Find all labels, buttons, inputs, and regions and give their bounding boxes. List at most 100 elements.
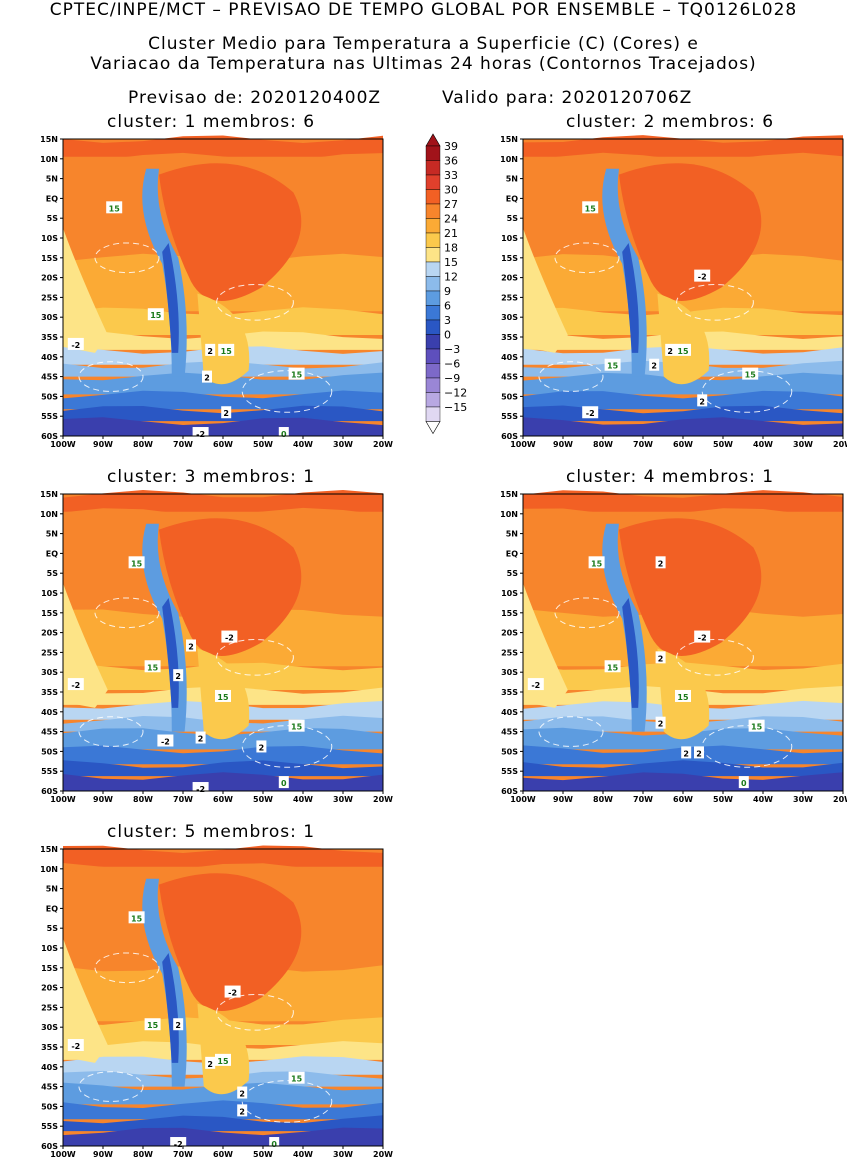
title-line-3: Variacao da Temperatura nas Ultimas 24 h… bbox=[90, 54, 757, 74]
lon-tick-label: 90W bbox=[93, 1150, 113, 1159]
colorbar-swatch bbox=[425, 377, 441, 393]
lat-tick-label: 35S bbox=[501, 688, 518, 697]
contour-label: 2 bbox=[223, 409, 229, 418]
contour-label: 15 bbox=[751, 723, 763, 732]
contour-label-bg bbox=[173, 1018, 184, 1031]
lat-tick-label: 40S bbox=[501, 708, 518, 717]
colorbar-swatch bbox=[425, 348, 441, 364]
lat-tick-label: 25S bbox=[501, 648, 518, 657]
panel-4-title: cluster: 4 membros: 1 bbox=[566, 467, 775, 487]
colorbar-swatch bbox=[425, 290, 441, 306]
contour-label: -2 bbox=[71, 1042, 80, 1051]
lat-tick-label: 25S bbox=[41, 1003, 58, 1012]
lon-tick-label: 20W bbox=[833, 795, 847, 804]
contour-label-bg bbox=[256, 740, 267, 753]
colorbar-label: 12 bbox=[444, 271, 458, 284]
colorbar-top-arrow bbox=[425, 133, 441, 147]
lon-tick-label: 70W bbox=[173, 795, 193, 804]
lat-tick-label: 10S bbox=[41, 589, 58, 598]
colorbar-swatch bbox=[425, 406, 441, 422]
contour-label-bg bbox=[604, 660, 621, 673]
contour-label: 2 bbox=[175, 672, 181, 681]
panel-3-title: cluster: 3 membros: 1 bbox=[107, 467, 316, 487]
colorbar-label: −6 bbox=[444, 358, 460, 371]
lon-tick-label: 100W bbox=[50, 1150, 76, 1159]
lon-tick-label: 40W bbox=[293, 440, 313, 449]
lat-tick-label: 30S bbox=[501, 668, 518, 677]
contour-label: 15 bbox=[221, 347, 233, 356]
colorbar-swatch bbox=[425, 203, 441, 219]
lon-tick-label: 80W bbox=[133, 440, 153, 449]
contour-label-bg bbox=[237, 1104, 248, 1117]
lat-tick-label: 50S bbox=[41, 1102, 58, 1111]
lat-tick-label: 15S bbox=[41, 964, 58, 973]
lon-tick-label: 70W bbox=[633, 795, 653, 804]
lon-tick-label: 20W bbox=[373, 795, 393, 804]
contour-label-bg bbox=[147, 308, 164, 321]
contour-label: 2 bbox=[696, 749, 702, 758]
lat-tick-label: 5S bbox=[507, 569, 519, 578]
contour-label: -2 bbox=[71, 681, 80, 690]
contour-label-bg bbox=[221, 406, 232, 419]
lat-tick-label: 60S bbox=[501, 432, 518, 441]
panel-5-title: cluster: 5 membros: 1 bbox=[107, 822, 316, 842]
lon-tick-label: 100W bbox=[510, 440, 536, 449]
lon-tick-label: 70W bbox=[173, 1150, 193, 1159]
contour-label-bg bbox=[186, 639, 196, 652]
contour-label-bg bbox=[655, 556, 666, 569]
lon-tick-label: 60W bbox=[213, 1150, 233, 1159]
lat-tick-label: 5S bbox=[507, 214, 519, 223]
lon-tick-label: 90W bbox=[93, 795, 113, 804]
lat-tick-label: EQ bbox=[506, 549, 518, 558]
contour-label: 15 bbox=[677, 693, 689, 702]
contour-label: 15 bbox=[147, 1021, 159, 1030]
contour-label: 2 bbox=[239, 1090, 245, 1099]
lat-tick-label: 30S bbox=[41, 313, 58, 322]
colorbar-label: −12 bbox=[444, 387, 467, 400]
lat-tick-label: 25S bbox=[501, 293, 518, 302]
lat-tick-label: EQ bbox=[46, 549, 58, 558]
lon-tick-label: 100W bbox=[510, 795, 536, 804]
contour-label: 15 bbox=[291, 371, 303, 380]
contour-label: 15 bbox=[291, 723, 303, 732]
lat-tick-label: 30S bbox=[41, 1023, 58, 1032]
lon-tick-label: 30W bbox=[333, 795, 353, 804]
contour-label-bg bbox=[655, 651, 666, 664]
lat-tick-label: EQ bbox=[506, 194, 518, 203]
lat-tick-label: 15S bbox=[501, 609, 518, 618]
contour-label-bg bbox=[288, 367, 305, 380]
lat-tick-label: 55S bbox=[41, 1122, 58, 1131]
contour-label: -2 bbox=[228, 989, 237, 998]
colorbar-label: 33 bbox=[444, 169, 458, 182]
contour-label: 2 bbox=[683, 749, 689, 758]
contour-label-bg bbox=[582, 201, 599, 214]
lat-tick-label: 20S bbox=[501, 274, 518, 283]
lon-tick-label: 50W bbox=[253, 795, 273, 804]
lat-tick-label: EQ bbox=[46, 904, 58, 913]
lat-tick-label: 5N bbox=[46, 530, 58, 539]
title-line-2: Cluster Medio para Temperatura a Superfi… bbox=[148, 34, 699, 54]
colorbar-label: 9 bbox=[444, 285, 451, 298]
forecast-date: Previsao de: 2020120400Z bbox=[128, 88, 382, 108]
contour-label-bg bbox=[738, 776, 749, 789]
contour-label-bg bbox=[218, 343, 235, 356]
contour-label-bg bbox=[224, 985, 241, 998]
lon-tick-label: 30W bbox=[793, 795, 813, 804]
contour-label-bg bbox=[694, 746, 704, 759]
lon-tick-label: 100W bbox=[50, 440, 76, 449]
contour-label-bg bbox=[144, 660, 161, 673]
colorbar-swatch bbox=[425, 392, 441, 408]
lon-tick-label: 40W bbox=[753, 440, 773, 449]
contour-label: 0 bbox=[271, 1140, 277, 1149]
colorbar-label: 18 bbox=[444, 242, 458, 255]
colorbar-label: −3 bbox=[444, 343, 460, 356]
lon-tick-label: 20W bbox=[373, 440, 393, 449]
lon-tick-label: 60W bbox=[213, 440, 233, 449]
colorbar-label: 30 bbox=[444, 184, 458, 197]
lat-tick-label: 25S bbox=[41, 293, 58, 302]
contour-label-bg bbox=[237, 1086, 248, 1099]
lon-tick-label: 50W bbox=[253, 1150, 273, 1159]
lon-tick-label: 40W bbox=[753, 795, 773, 804]
contour-label-bg bbox=[681, 746, 692, 759]
